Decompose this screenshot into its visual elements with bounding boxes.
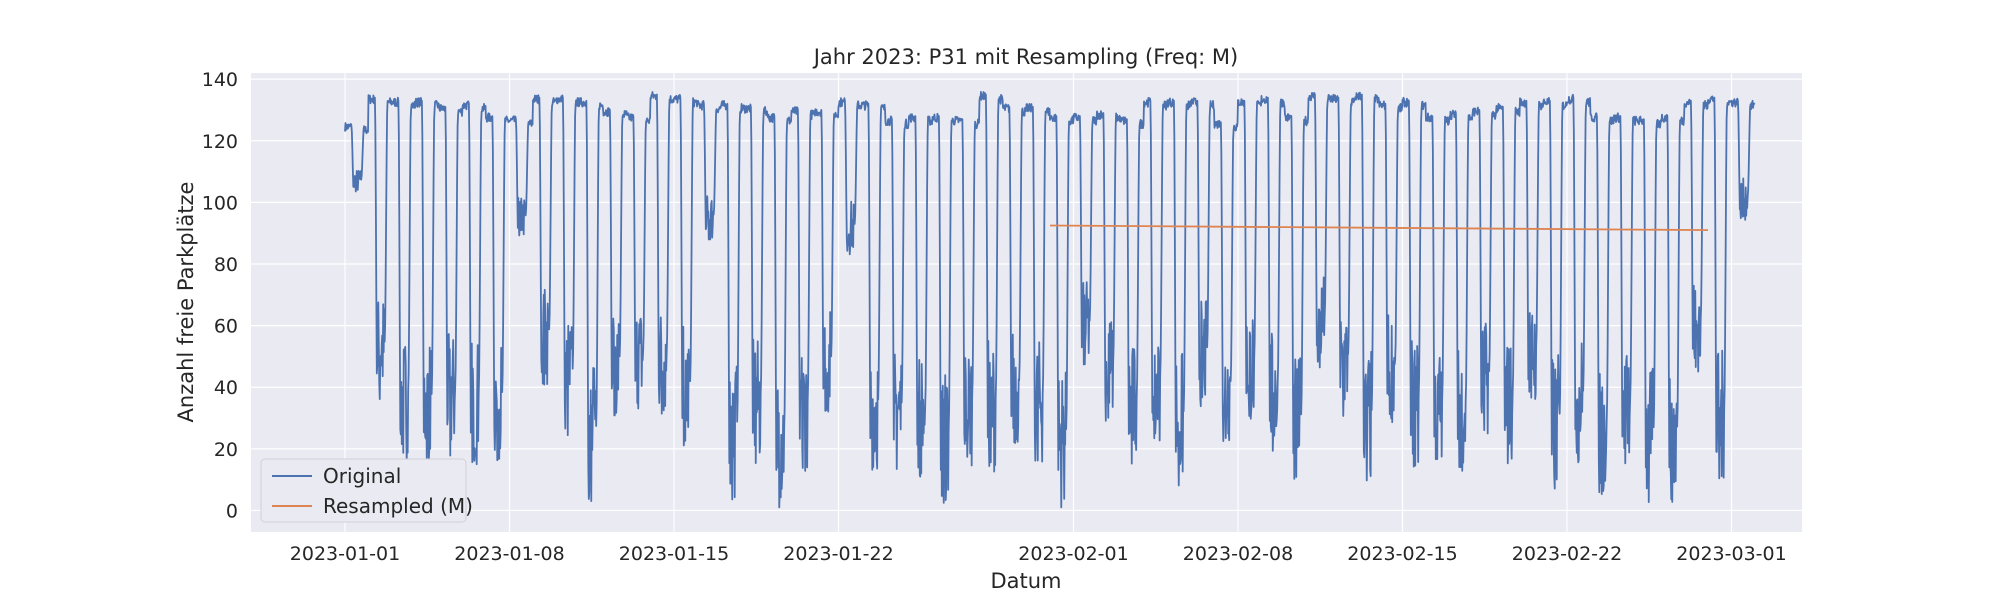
- y-tick-label: 120: [202, 131, 238, 153]
- x-tick-label: 2023-02-08: [1183, 543, 1293, 565]
- x-tick-label: 2023-02-15: [1347, 543, 1457, 565]
- legend-box: [260, 458, 467, 523]
- legend-label-resampled: Resampled (M): [323, 494, 473, 518]
- plot-background: [251, 73, 1802, 532]
- y-tick-label: 40: [214, 377, 238, 399]
- grid-lines: [251, 73, 1802, 532]
- y-tick-label: 80: [214, 254, 238, 276]
- legend-label-original: Original: [323, 464, 401, 488]
- y-tick-label: 0: [226, 500, 238, 522]
- x-tick-label: 2023-01-15: [619, 543, 729, 565]
- x-tick-label: 2023-02-01: [1018, 543, 1128, 565]
- x-tick-label: 2023-03-01: [1676, 543, 1786, 565]
- y-tick-label: 20: [214, 439, 238, 461]
- y-tick-label: 100: [202, 192, 238, 214]
- y-axis-label: Anzahl freie Parkplätze: [174, 182, 198, 423]
- x-tick-label: 2023-02-22: [1512, 543, 1622, 565]
- y-tick-label: 60: [214, 316, 238, 338]
- legend: Original Resampled (M): [260, 458, 473, 523]
- series-line-resampled: [1049, 224, 1709, 232]
- chart-title: Jahr 2023: P31 mit Resampling (Freq: M): [812, 45, 1239, 69]
- x-tick-label: 2023-01-01: [290, 543, 400, 565]
- tick-labels: 0 20 40 60 80 100 120 140 2023-01-01 2023-01-08 20…: [202, 69, 1787, 565]
- series-lines: [344, 90, 1756, 509]
- x-tick-label: 2023-01-22: [783, 543, 893, 565]
- x-tick-label: 2023-01-08: [454, 543, 564, 565]
- series-line-original: [344, 90, 1756, 509]
- x-axis-label: Datum: [990, 569, 1061, 593]
- y-tick-label: 140: [202, 69, 238, 91]
